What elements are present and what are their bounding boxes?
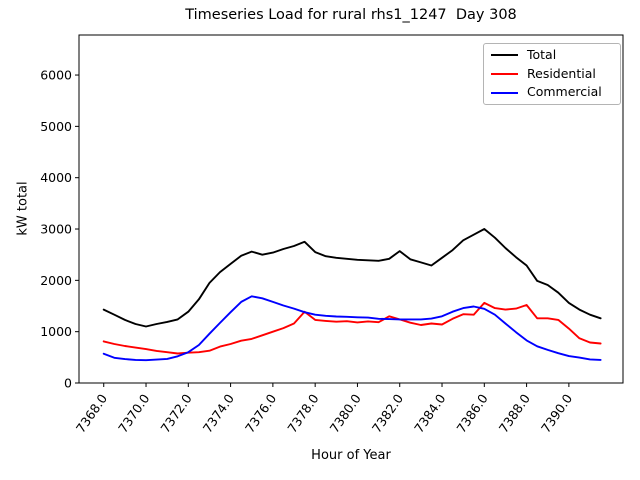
chart-title: Timeseries Load for rural rhs1_1247 Day … bbox=[185, 7, 517, 23]
legend-label-commercial: Commercial bbox=[527, 84, 602, 100]
residential-line-swatch bbox=[491, 73, 518, 75]
svg-text:7382.0: 7382.0 bbox=[369, 391, 406, 435]
svg-text:2000: 2000 bbox=[40, 273, 72, 288]
svg-text:7390.0: 7390.0 bbox=[538, 391, 575, 435]
svg-text:7378.0: 7378.0 bbox=[284, 391, 321, 435]
svg-text:7370.0: 7370.0 bbox=[115, 391, 152, 435]
legend-label-total: Total bbox=[527, 47, 557, 63]
svg-text:7388.0: 7388.0 bbox=[496, 391, 533, 435]
svg-text:4000: 4000 bbox=[40, 170, 72, 185]
legend-item-total: Total bbox=[484, 46, 620, 65]
svg-text:3000: 3000 bbox=[40, 222, 72, 237]
svg-text:5000: 5000 bbox=[40, 119, 72, 134]
svg-text:7372.0: 7372.0 bbox=[157, 391, 194, 435]
total-line-swatch bbox=[491, 54, 518, 57]
svg-text:7380.0: 7380.0 bbox=[327, 391, 364, 435]
y-axis-label: kW total bbox=[15, 181, 31, 236]
svg-text:7368.0: 7368.0 bbox=[73, 391, 110, 435]
legend-item-residential: Residential bbox=[484, 65, 620, 84]
svg-text:1000: 1000 bbox=[40, 324, 72, 339]
legend-label-residential: Residential bbox=[527, 65, 596, 81]
svg-text:0: 0 bbox=[64, 376, 72, 391]
commercial-line-swatch bbox=[491, 91, 518, 94]
legend-item-commercial: Commercial bbox=[484, 83, 620, 102]
svg-text:7386.0: 7386.0 bbox=[453, 391, 490, 435]
svg-text:7376.0: 7376.0 bbox=[242, 391, 279, 435]
svg-text:7374.0: 7374.0 bbox=[200, 391, 237, 435]
svg-text:6000: 6000 bbox=[40, 68, 72, 83]
legend: Total Residential Commercial bbox=[483, 43, 621, 105]
x-axis-label: Hour of Year bbox=[311, 448, 391, 463]
svg-text:7384.0: 7384.0 bbox=[411, 391, 448, 435]
